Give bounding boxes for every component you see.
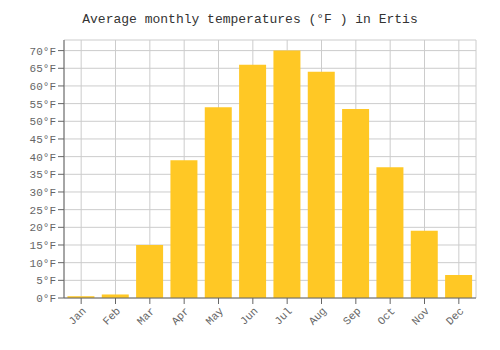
svg-text:Sep: Sep bbox=[341, 305, 363, 327]
svg-text:Nov: Nov bbox=[410, 305, 433, 328]
svg-text:40°F: 40°F bbox=[30, 152, 56, 164]
svg-text:Jan: Jan bbox=[66, 305, 88, 327]
svg-text:35°F: 35°F bbox=[30, 169, 56, 181]
svg-text:0°F: 0°F bbox=[36, 293, 56, 305]
svg-text:Oct: Oct bbox=[375, 305, 397, 327]
svg-text:Feb: Feb bbox=[101, 305, 123, 327]
svg-text:5°F: 5°F bbox=[36, 275, 56, 287]
html-text:Average monthly temperatures (: Average monthly temperatures (°F ) in Er… bbox=[82, 12, 418, 27]
svg-text:70°F: 70°F bbox=[30, 46, 56, 58]
svg-text:Aug: Aug bbox=[307, 305, 329, 327]
svg-text:May: May bbox=[204, 305, 227, 328]
svg-text:25°F: 25°F bbox=[30, 205, 56, 217]
svg-text:20°F: 20°F bbox=[30, 222, 56, 234]
svg-text:55°F: 55°F bbox=[30, 99, 56, 111]
svg-text:Jul: Jul bbox=[272, 305, 294, 327]
svg-text:10°F: 10°F bbox=[30, 258, 56, 270]
svg-text:65°F: 65°F bbox=[30, 63, 56, 75]
svg-text:Dec: Dec bbox=[444, 305, 466, 327]
svg-text:Apr: Apr bbox=[169, 305, 191, 327]
svg-text:Jun: Jun bbox=[238, 305, 260, 327]
svg-text:60°F: 60°F bbox=[30, 81, 56, 93]
svg-text:30°F: 30°F bbox=[30, 187, 56, 199]
svg-text:50°F: 50°F bbox=[30, 116, 56, 128]
svg-text:45°F: 45°F bbox=[30, 134, 56, 146]
svg-text:Mar: Mar bbox=[135, 305, 157, 327]
svg-text:15°F: 15°F bbox=[30, 240, 56, 252]
